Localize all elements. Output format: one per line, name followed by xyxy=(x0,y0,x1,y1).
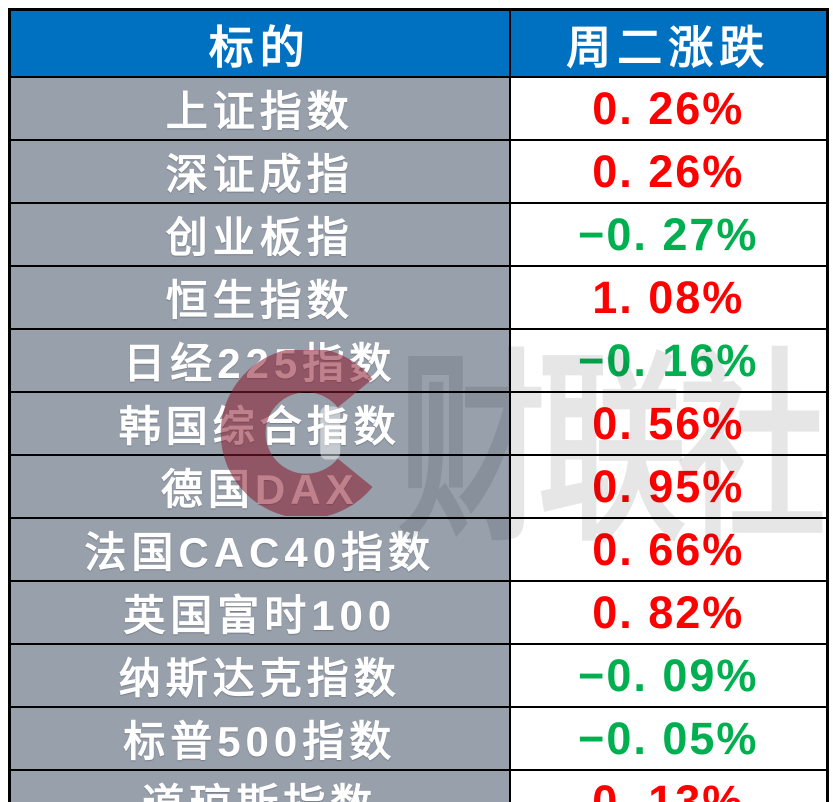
index-name: 韩国综合指数 xyxy=(8,391,511,456)
change-value: 1. 08% xyxy=(592,271,745,323)
index-name: 法国CAC40指数 xyxy=(8,517,511,582)
change-value: 0. 95% xyxy=(592,460,745,512)
change-value: −0. 09% xyxy=(578,649,759,701)
table-row: 深证成指 0. 26% xyxy=(8,139,829,204)
index-name: 深证成指 xyxy=(8,139,511,204)
change-value: 0. 66% xyxy=(592,523,745,575)
index-name: 日经225指数 xyxy=(8,328,511,393)
change-value: 0. 26% xyxy=(592,145,745,197)
index-name: 道琼斯指数 xyxy=(8,769,511,802)
index-name: 德国DAX xyxy=(8,454,511,519)
change-value-cell: −0. 27% xyxy=(508,202,829,267)
change-value: 0. 82% xyxy=(592,586,745,638)
table-row: 道琼斯指数 0. 13% xyxy=(8,769,829,802)
index-name: 标普500指数 xyxy=(8,706,511,771)
table-row: 恒生指数 1. 08% xyxy=(8,265,829,330)
header-change-column: 周二涨跌 xyxy=(508,8,829,78)
change-value: −0. 05% xyxy=(578,712,759,764)
header-row: 标的 周二涨跌 xyxy=(8,8,829,78)
change-value-cell: 0. 95% xyxy=(508,454,829,519)
change-value-cell: 1. 08% xyxy=(508,265,829,330)
table-row: 创业板指 −0. 27% xyxy=(8,202,829,267)
table-row: 英国富时100 0. 82% xyxy=(8,580,829,645)
table-row: 德国DAX 0. 95% xyxy=(8,454,829,519)
change-value-cell: 0. 56% xyxy=(508,391,829,456)
change-value: −0. 27% xyxy=(578,208,759,260)
change-value-cell: −0. 16% xyxy=(508,328,829,393)
change-value-cell: 0. 26% xyxy=(508,76,829,141)
table-row: 韩国综合指数 0. 56% xyxy=(8,391,829,456)
change-value-cell: 0. 82% xyxy=(508,580,829,645)
change-value: 0. 26% xyxy=(592,82,745,134)
index-name: 纳斯达克指数 xyxy=(8,643,511,708)
change-value: 0. 56% xyxy=(592,397,745,449)
table-row: 标普500指数 −0. 05% xyxy=(8,706,829,771)
header-target-column: 标的 xyxy=(8,8,511,78)
change-value-cell: −0. 09% xyxy=(508,643,829,708)
index-name: 上证指数 xyxy=(8,76,511,141)
change-value-cell: 0. 26% xyxy=(508,139,829,204)
change-value-cell: −0. 05% xyxy=(508,706,829,771)
index-name: 恒生指数 xyxy=(8,265,511,330)
change-value-cell: 0. 66% xyxy=(508,517,829,582)
change-value: 0. 13% xyxy=(592,775,745,802)
table-row: 上证指数 0. 26% xyxy=(8,76,829,141)
market-change-table: 标的 周二涨跌 上证指数 0. 26% 深证成指 0. 26% 创业板指 −0.… xyxy=(8,8,829,802)
change-value: −0. 16% xyxy=(578,334,759,386)
table-row: 纳斯达克指数 −0. 09% xyxy=(8,643,829,708)
change-value-cell: 0. 13% xyxy=(508,769,829,802)
index-name: 创业板指 xyxy=(8,202,511,267)
table-row: 法国CAC40指数 0. 66% xyxy=(8,517,829,582)
table-row: 日经225指数 −0. 16% xyxy=(8,328,829,393)
index-name: 英国富时100 xyxy=(8,580,511,645)
